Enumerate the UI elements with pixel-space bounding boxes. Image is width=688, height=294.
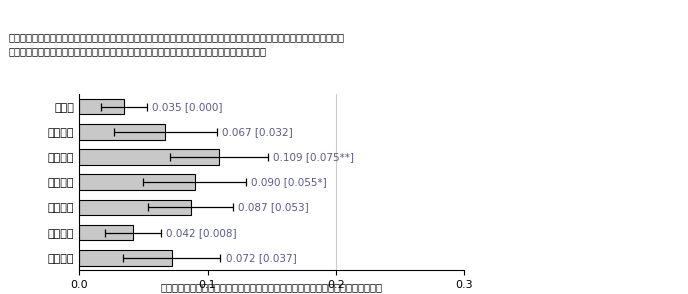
Bar xyxy=(79,225,133,240)
Bar xyxy=(79,250,171,266)
Bar xyxy=(79,200,191,215)
Text: 風しんナッジ・メッセージ研究：厳労省メッセージと比較して、６つのナッジ・メッセージが抗体検査・ワクチン接種の意向
と行動にどのような影響を与えたかを検証した。意: 風しんナッジ・メッセージ研究：厳労省メッセージと比較して、６つのナッジ・メッセー… xyxy=(9,33,345,57)
Text: 0.067 [0.032]: 0.067 [0.032] xyxy=(222,127,292,137)
Text: 角括弧内の数値は厳労省メッセージ群の比率との差（ナッジ・メッセージの効果）: 角括弧内の数値は厳労省メッセージ群の比率との差（ナッジ・メッセージの効果） xyxy=(161,283,383,293)
Text: 0.087 [0.053]: 0.087 [0.053] xyxy=(238,203,309,213)
Bar xyxy=(79,174,195,190)
Text: 0.072 [0.037]: 0.072 [0.037] xyxy=(226,253,297,263)
Text: 0.035 [0.000]: 0.035 [0.000] xyxy=(152,102,223,112)
Bar xyxy=(79,124,165,140)
Text: 0.042 [0.008]: 0.042 [0.008] xyxy=(166,228,237,238)
Bar xyxy=(79,99,124,114)
Bar xyxy=(79,149,219,165)
Text: 0.090 [0.055*]: 0.090 [0.055*] xyxy=(251,177,327,187)
Text: 0.109 [0.075**]: 0.109 [0.075**] xyxy=(273,152,354,162)
